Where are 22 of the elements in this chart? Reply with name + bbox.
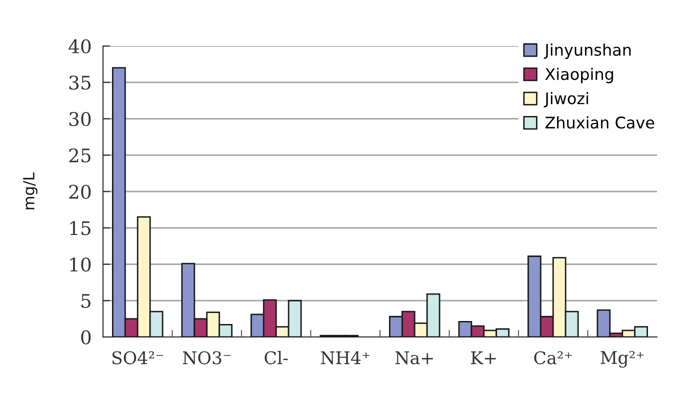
y-tick-label: 10 — [70, 257, 91, 272]
y-tick-label: 15 — [70, 221, 90, 236]
legend-label: Xiaoping — [545, 68, 614, 84]
x-tick-label: NH4⁺ — [320, 351, 370, 364]
y-tick-label: 40 — [68, 39, 91, 54]
y-tick-label: 35 — [69, 76, 90, 90]
legend-label: Jiwozi — [544, 92, 588, 108]
y-axis-title: mg/L — [23, 172, 38, 210]
x-tick-label: K+ — [471, 351, 496, 364]
x-tick-label: SO4²⁻ — [112, 351, 164, 364]
x-tick-label: Na+ — [395, 351, 433, 364]
legend-label: Zhuxian Cave — [545, 116, 654, 129]
y-tick-label: 0 — [81, 330, 91, 344]
y-tick-label: 25 — [69, 148, 90, 163]
x-tick-label: Ca²⁺ — [534, 351, 572, 364]
x-tick-label: Mg²⁺ — [600, 350, 644, 368]
y-tick-label: 30 — [69, 112, 91, 126]
x-tick-label: NO3⁻ — [182, 351, 231, 364]
legend-label: Jinyunshan — [544, 44, 631, 59]
y-tick-label: 5 — [82, 294, 90, 308]
x-tick-label: Cl- — [264, 350, 288, 364]
y-tick-label: 20 — [69, 184, 91, 199]
